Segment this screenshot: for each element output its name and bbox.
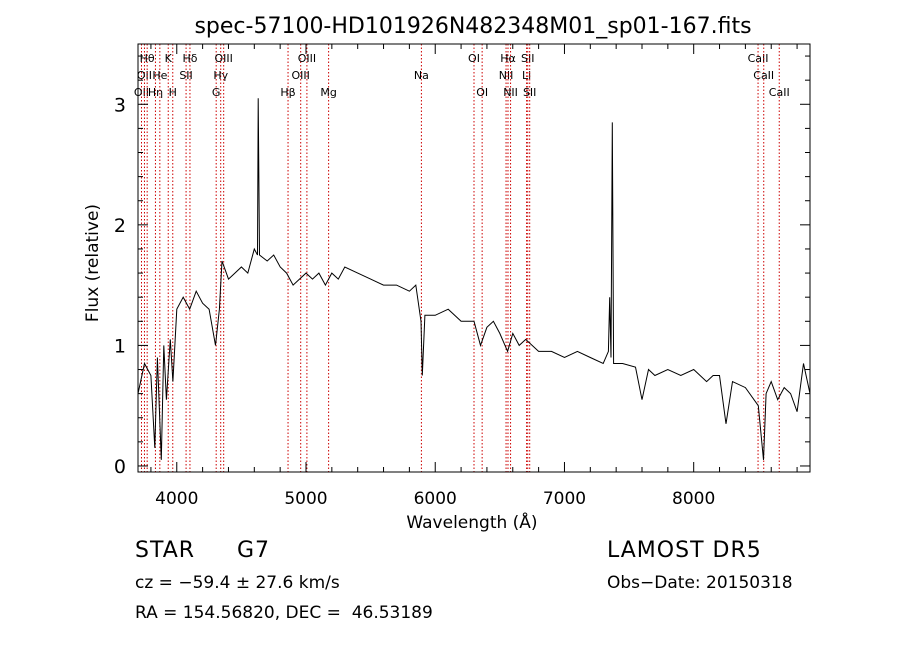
spectral-line-label: SII <box>523 86 536 99</box>
spectral-line-label: G <box>212 86 221 99</box>
spectral-line-label: OI <box>476 86 488 99</box>
y-tick-label: 2 <box>114 215 126 237</box>
spectral-line-label: CaII <box>769 86 790 99</box>
spectral-line-label: K <box>165 52 173 65</box>
x-axis-label: Wavelength (Å) <box>406 511 537 533</box>
spectral-line-label: Hθ <box>140 52 155 65</box>
x-tick-label: 4000 <box>155 489 198 509</box>
y-tick-label: 1 <box>114 335 126 357</box>
spectral-line-label: Li <box>522 69 531 82</box>
spectrum-series <box>137 98 811 460</box>
spectral-line-label: CaII <box>753 69 774 82</box>
coordinates: RA = 154.56820, DEC = 46.53189 <box>135 603 433 623</box>
spectral-line-label: Hγ <box>213 69 228 82</box>
spectral-line-markers: OIIOIIHθHηHeKHSIIHδGHγOIIIHβOIIIOIIIMgNa… <box>134 44 790 472</box>
spectral-line-label: OIII <box>214 52 232 65</box>
spectral-subclass: G7 <box>237 538 271 563</box>
x-tick-label: 6000 <box>414 489 457 509</box>
spectral-line-label: SII <box>179 69 192 82</box>
object-type: STAR <box>135 538 196 563</box>
spectral-line-label: OI <box>468 52 480 65</box>
redshift-velocity: cz = −59.4 ± 27.6 km/s <box>135 573 340 593</box>
spectral-line-label: Na <box>414 69 429 82</box>
x-tick-label: 5000 <box>284 489 327 509</box>
spectral-line-label: H <box>169 86 177 99</box>
spectral-line-label: NII <box>503 86 518 99</box>
spectral-line-label: NII <box>499 69 514 82</box>
y-tick-label: 0 <box>114 456 126 478</box>
y-tick-label: 3 <box>114 94 126 116</box>
axis-ticks: 4000 5000 6000 7000 8000 0 1 2 3 <box>114 44 810 509</box>
spectral-line-label: Mg <box>320 86 336 99</box>
x-tick-label: 8000 <box>672 489 715 509</box>
spectral-line-label: Hβ <box>280 86 295 99</box>
plot-frame <box>137 43 811 473</box>
spectral-line-label: Hα <box>500 52 516 65</box>
spectral-line-label: SII <box>521 52 534 65</box>
survey-name: LAMOST DR5 <box>607 538 762 563</box>
spectral-line-label: CaII <box>748 52 769 65</box>
spectral-line-label: OIII <box>298 52 316 65</box>
chart-title: spec-57100-HD101926N482348M01_sp01-167.f… <box>194 14 751 39</box>
spectral-line-label: He <box>152 69 167 82</box>
x-tick-label: 7000 <box>543 489 586 509</box>
observation-date: Obs−Date: 20150318 <box>607 573 793 593</box>
spectral-line-label: OII <box>137 69 152 82</box>
spectral-line-label: OIII <box>292 69 310 82</box>
spectral-line-label: Hδ <box>182 52 197 65</box>
spectrum-line-0 <box>137 98 811 460</box>
y-axis-label: Flux (relative) <box>83 204 103 322</box>
spectral-line-label: Hη <box>148 86 163 99</box>
